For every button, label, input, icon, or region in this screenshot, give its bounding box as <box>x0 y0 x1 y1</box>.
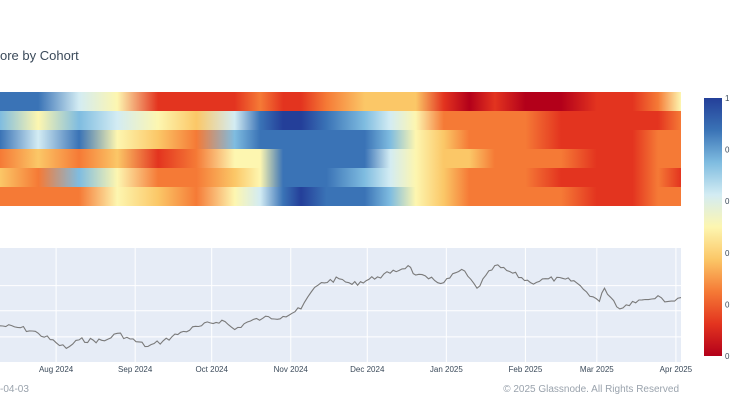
colorbar <box>704 98 722 356</box>
heatmap-row-6 <box>0 187 681 206</box>
x-tick-label: Mar 2025 <box>580 365 614 374</box>
heatmap-row-2 <box>0 111 681 130</box>
x-tick-label: Feb 2025 <box>509 365 543 374</box>
x-tick-label: Nov 2024 <box>274 365 309 374</box>
x-tick-label: Sep 2024 <box>118 365 153 374</box>
x-tick-label: Apr 2025 <box>660 365 693 374</box>
x-tick-label: Dec 2024 <box>350 365 385 374</box>
colorbar-tick-label: 1 <box>725 94 730 103</box>
heatmap-row-1 <box>0 92 681 111</box>
x-tick-label: Oct 2024 <box>195 365 228 374</box>
colorbar-tick-label: 0 <box>725 197 730 206</box>
colorbar-tick-label: 0 <box>725 300 730 309</box>
colorbar-tick-label: 0 <box>725 249 730 258</box>
line-plot-background <box>0 248 681 362</box>
price-line <box>0 264 682 350</box>
chart-title: ore by Cohort <box>0 48 79 63</box>
heatmap-row-4 <box>0 149 681 168</box>
x-tick-label: Aug 2024 <box>39 365 74 374</box>
colorbar-tick-label: 0 <box>725 352 730 361</box>
footer-date: -04-03 <box>0 384 29 395</box>
x-tick-label: Jan 2025 <box>430 365 463 374</box>
colorbar-tick-label: 0 <box>725 146 730 155</box>
footer-copyright: © 2025 Glassnode. All Rights Reserved <box>503 384 679 395</box>
heatmap-row-3 <box>0 130 681 149</box>
heatmap-row-5 <box>0 168 681 187</box>
